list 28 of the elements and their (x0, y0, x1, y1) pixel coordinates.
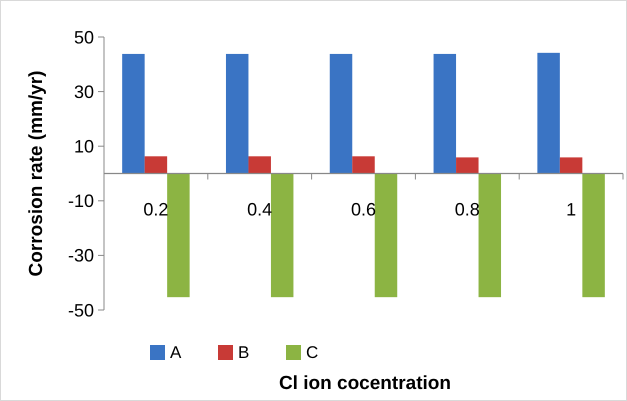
x-axis-title: Cl ion cocentration (278, 373, 452, 394)
bar (456, 157, 479, 174)
bar (560, 157, 582, 174)
bar (248, 156, 271, 174)
bar (167, 174, 190, 298)
x-tick-label: 1 (566, 200, 576, 220)
bar (582, 174, 605, 298)
bar (374, 174, 398, 298)
bar (226, 54, 248, 174)
y-tick-label: -50 (68, 300, 94, 320)
legend-label: A (170, 342, 182, 362)
bar (434, 54, 456, 174)
bar (330, 54, 352, 174)
bar (122, 54, 145, 174)
y-axis-title: Corrosion rate (mm/yr) (26, 70, 47, 276)
y-tick-label: -30 (68, 246, 94, 266)
bar (144, 156, 168, 174)
y-tick-label: 10 (74, 136, 94, 156)
bar (352, 156, 375, 174)
y-tick-label: -10 (68, 191, 94, 212)
x-tick-label: 0.2 (143, 200, 168, 220)
legend-label: B (238, 342, 250, 362)
bar (270, 174, 294, 298)
bar (478, 174, 502, 298)
y-tick-label: 50 (74, 27, 94, 48)
bar (537, 52, 560, 174)
legend-label: C (306, 342, 318, 362)
y-tick-label: 30 (74, 82, 94, 102)
